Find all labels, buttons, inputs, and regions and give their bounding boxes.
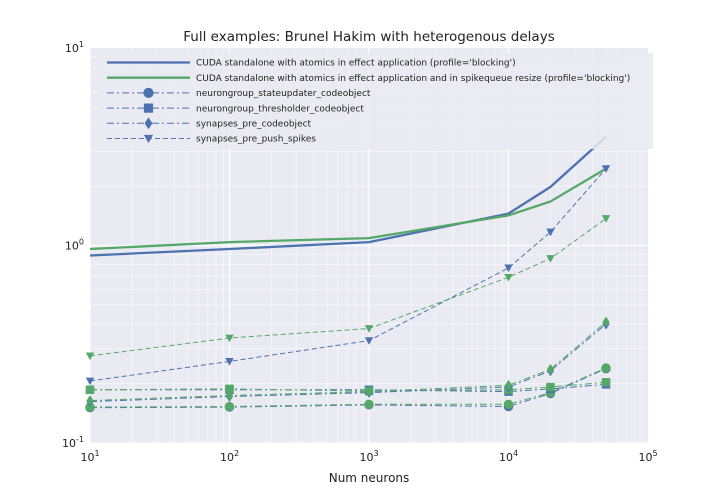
marker-circle bbox=[224, 401, 235, 412]
marker-circle bbox=[601, 363, 611, 373]
x-tick-label: 105 bbox=[638, 449, 657, 464]
x-tick-label: 103 bbox=[359, 449, 378, 464]
series-1 bbox=[89, 167, 607, 251]
x-axis-label: Num neurons bbox=[329, 471, 410, 485]
series-9 bbox=[85, 215, 611, 361]
legend-label: neurongroup_thresholder_codeobject bbox=[196, 104, 364, 114]
legend-label: CUDA standalone with atomics in effect a… bbox=[196, 59, 516, 69]
marker-diamond bbox=[225, 390, 234, 401]
marker-triangle-down bbox=[364, 325, 374, 333]
series-8 bbox=[85, 165, 611, 386]
series-line bbox=[89, 167, 607, 251]
marker-square bbox=[546, 382, 555, 392]
y-tick-label-exponent: -1 bbox=[76, 435, 84, 444]
marker-circle bbox=[503, 399, 514, 410]
x-tick-label-base: 10 bbox=[359, 451, 373, 464]
marker-circle bbox=[143, 87, 154, 99]
series-line bbox=[89, 368, 607, 409]
legend-item: synapses_pre_codeobject bbox=[107, 117, 312, 130]
marker-triangle-down bbox=[225, 334, 234, 343]
x-tick-label-base: 10 bbox=[638, 451, 652, 464]
marker-diamond bbox=[602, 316, 610, 328]
marker-triangle-down bbox=[143, 134, 154, 144]
legend: CUDA standalone with atomics in effect a… bbox=[98, 53, 653, 149]
chart-title: Full examples: Brunel Hakim with heterog… bbox=[183, 29, 554, 45]
marker-triangle-down bbox=[546, 228, 555, 237]
series-line bbox=[89, 168, 607, 382]
legend-item: CUDA standalone with atomics in effect a… bbox=[107, 59, 516, 69]
legend-box bbox=[98, 53, 653, 149]
x-tick-label-exponent: 1 bbox=[94, 449, 99, 458]
legend-label: synapses_pre_push_spikes bbox=[196, 135, 316, 145]
y-tick-label-base: 10 bbox=[65, 240, 79, 253]
legend-item: neurongroup_thresholder_codeobject bbox=[107, 103, 364, 114]
marker-triangle-down bbox=[504, 273, 513, 282]
marker-diamond bbox=[144, 117, 153, 130]
x-tick-label-base: 10 bbox=[220, 451, 234, 464]
legend-item: CUDA standalone with atomics in effect a… bbox=[107, 74, 630, 84]
series-layer bbox=[85, 135, 611, 413]
x-tick-label: 104 bbox=[499, 449, 518, 464]
marker-square bbox=[85, 385, 95, 394]
marker-triangle-down bbox=[504, 264, 513, 273]
series-line bbox=[89, 323, 607, 403]
marker-diamond bbox=[365, 386, 373, 398]
x-tick-label-base: 10 bbox=[80, 451, 94, 464]
marker-circle bbox=[364, 399, 374, 410]
x-tick-label-base: 10 bbox=[499, 451, 513, 464]
marker-triangle-down bbox=[225, 358, 234, 366]
marker-square bbox=[225, 384, 234, 394]
series-line bbox=[89, 381, 607, 392]
x-tick-label-exponent: 3 bbox=[373, 449, 378, 458]
marker-diamond bbox=[504, 379, 513, 391]
marker-triangle-down bbox=[85, 352, 95, 361]
marker-triangle-down bbox=[601, 215, 611, 223]
series-line bbox=[89, 367, 607, 408]
legend-item: synapses_pre_push_spikes bbox=[107, 135, 316, 145]
marker-triangle-down bbox=[546, 255, 555, 263]
series-7 bbox=[86, 316, 610, 407]
legend-label: CUDA standalone with atomics in effect a… bbox=[196, 74, 630, 84]
y-tick-label-base: 10 bbox=[62, 437, 76, 450]
legend-label: synapses_pre_codeobject bbox=[196, 120, 312, 130]
marker-diamond bbox=[86, 395, 94, 407]
y-tick-label: 100 bbox=[65, 238, 84, 253]
y-tick-label-base: 10 bbox=[65, 42, 79, 55]
x-tick-label: 102 bbox=[220, 449, 239, 464]
y-tick-label-exponent: 1 bbox=[79, 40, 84, 49]
marker-square bbox=[601, 378, 611, 387]
y-tick-label: 10-1 bbox=[62, 435, 84, 450]
marker-square bbox=[143, 103, 154, 113]
marker-diamond bbox=[546, 363, 555, 375]
series-line bbox=[89, 321, 607, 402]
x-tick-label-exponent: 5 bbox=[652, 449, 657, 458]
y-tick-label-exponent: 0 bbox=[79, 238, 84, 247]
legend-item: neurongroup_stateupdater_codeobject bbox=[107, 87, 371, 99]
x-axis-ticks: 101 102 103 104 105 bbox=[80, 449, 657, 464]
x-tick-label: 101 bbox=[80, 449, 99, 464]
x-tick-label-exponent: 2 bbox=[234, 449, 239, 458]
marker-triangle-down bbox=[85, 377, 95, 386]
y-tick-label: 101 bbox=[65, 40, 84, 55]
marker-triangle-down bbox=[601, 165, 611, 173]
series-line bbox=[89, 218, 607, 357]
marker-triangle-down bbox=[364, 337, 374, 345]
legend-label: neurongroup_stateupdater_codeobject bbox=[196, 89, 371, 99]
x-tick-label-exponent: 4 bbox=[513, 449, 518, 458]
